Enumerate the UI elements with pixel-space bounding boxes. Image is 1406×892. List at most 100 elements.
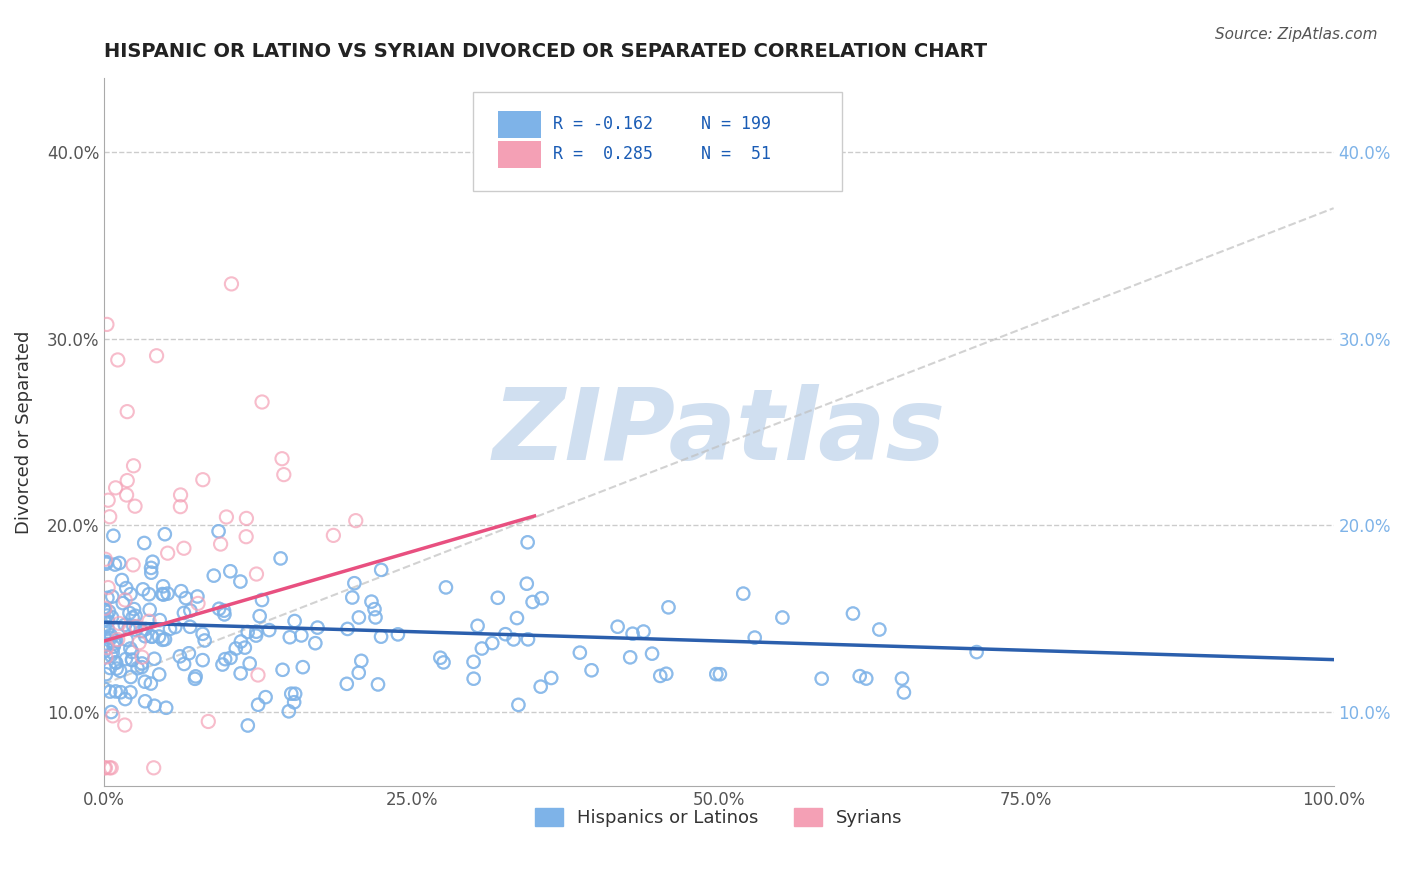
- Point: [481, 636, 503, 650]
- Hispanics or Latinos: [229, 634, 252, 648]
- Point: [367, 677, 389, 691]
- Point: [517, 632, 540, 647]
- Point: [506, 611, 529, 625]
- Point: [347, 610, 370, 624]
- Point: [184, 672, 207, 686]
- Point: [284, 687, 307, 701]
- Hispanics or Latinos: [134, 629, 156, 643]
- Hispanics or Latinos: [153, 527, 176, 541]
- Hispanics or Latinos: [143, 652, 166, 666]
- Point: [115, 404, 138, 418]
- Hispanics or Latinos: [229, 666, 252, 681]
- Hispanics or Latinos: [207, 524, 229, 539]
- Point: [169, 649, 191, 664]
- Hispanics or Latinos: [284, 614, 307, 628]
- Point: [486, 591, 509, 605]
- Point: [97, 605, 120, 619]
- Point: [174, 591, 197, 606]
- Hispanics or Latinos: [770, 610, 793, 624]
- Point: [121, 645, 143, 659]
- Hispanics or Latinos: [173, 657, 195, 671]
- Point: [117, 621, 139, 635]
- Point: [657, 600, 679, 615]
- Point: [153, 632, 176, 647]
- Point: [350, 654, 373, 668]
- Point: [235, 511, 257, 525]
- Point: [134, 674, 156, 689]
- Hispanics or Latinos: [120, 685, 142, 699]
- Hispanics or Latinos: [202, 568, 225, 582]
- Point: [94, 667, 117, 681]
- Point: [111, 596, 134, 610]
- Hispanics or Latinos: [142, 555, 165, 569]
- Point: [370, 630, 392, 644]
- Hispanics or Latinos: [212, 604, 235, 618]
- Point: [96, 637, 118, 651]
- Hispanics or Latinos: [219, 564, 242, 578]
- Hispanics or Latinos: [169, 649, 191, 664]
- Hispanics or Latinos: [709, 667, 731, 681]
- Point: [152, 579, 174, 593]
- Point: [169, 488, 191, 502]
- Point: [152, 632, 174, 647]
- Text: N = 199: N = 199: [700, 115, 770, 133]
- Point: [93, 603, 115, 617]
- Point: [94, 650, 117, 665]
- Point: [149, 613, 172, 627]
- Point: [142, 555, 165, 569]
- Point: [202, 568, 225, 582]
- Point: [245, 567, 267, 582]
- Hispanics or Latinos: [387, 627, 409, 641]
- Point: [98, 509, 121, 524]
- Point: [239, 657, 262, 671]
- Point: [842, 607, 865, 621]
- Hispanics or Latinos: [432, 656, 454, 670]
- Point: [125, 623, 148, 637]
- Hispanics or Latinos: [429, 650, 451, 665]
- Point: [307, 621, 329, 635]
- Point: [122, 619, 145, 633]
- Point: [141, 630, 163, 644]
- Point: [138, 603, 160, 617]
- Point: [118, 621, 141, 635]
- Hispanics or Latinos: [278, 630, 301, 644]
- Point: [467, 619, 489, 633]
- Hispanics or Latinos: [336, 622, 359, 636]
- Hispanics or Latinos: [115, 632, 138, 647]
- Point: [122, 602, 145, 616]
- Point: [141, 566, 163, 580]
- Point: [893, 685, 915, 699]
- Hispanics or Latinos: [364, 610, 387, 624]
- Point: [96, 555, 118, 569]
- Hispanics or Latinos: [93, 681, 115, 696]
- FancyBboxPatch shape: [472, 92, 842, 191]
- Point: [280, 687, 302, 701]
- Point: [516, 576, 538, 591]
- Hispanics or Latinos: [104, 558, 127, 572]
- Text: HISPANIC OR LATINO VS SYRIAN DIVORCED OR SEPARATED CORRELATION CHART: HISPANIC OR LATINO VS SYRIAN DIVORCED OR…: [104, 42, 987, 61]
- Point: [134, 629, 156, 643]
- Point: [105, 656, 128, 670]
- Hispanics or Latinos: [118, 606, 141, 620]
- Point: [128, 636, 150, 650]
- Hispanics or Latinos: [173, 606, 195, 620]
- Hispanics or Latinos: [606, 620, 628, 634]
- Hispanics or Latinos: [247, 698, 270, 712]
- Point: [96, 608, 118, 623]
- Hispanics or Latinos: [100, 628, 122, 642]
- Hispanics or Latinos: [621, 626, 644, 640]
- Point: [93, 620, 115, 634]
- Point: [291, 660, 314, 674]
- Point: [432, 656, 454, 670]
- Point: [568, 646, 591, 660]
- Point: [124, 499, 146, 513]
- Hispanics or Latinos: [506, 611, 529, 625]
- Hispanics or Latinos: [96, 637, 118, 651]
- Hispanics or Latinos: [271, 663, 294, 677]
- Point: [96, 557, 118, 571]
- Hispanics or Latinos: [522, 595, 544, 609]
- Point: [284, 614, 307, 628]
- Hispanics or Latinos: [184, 669, 207, 683]
- Point: [150, 587, 173, 601]
- Point: [197, 714, 219, 729]
